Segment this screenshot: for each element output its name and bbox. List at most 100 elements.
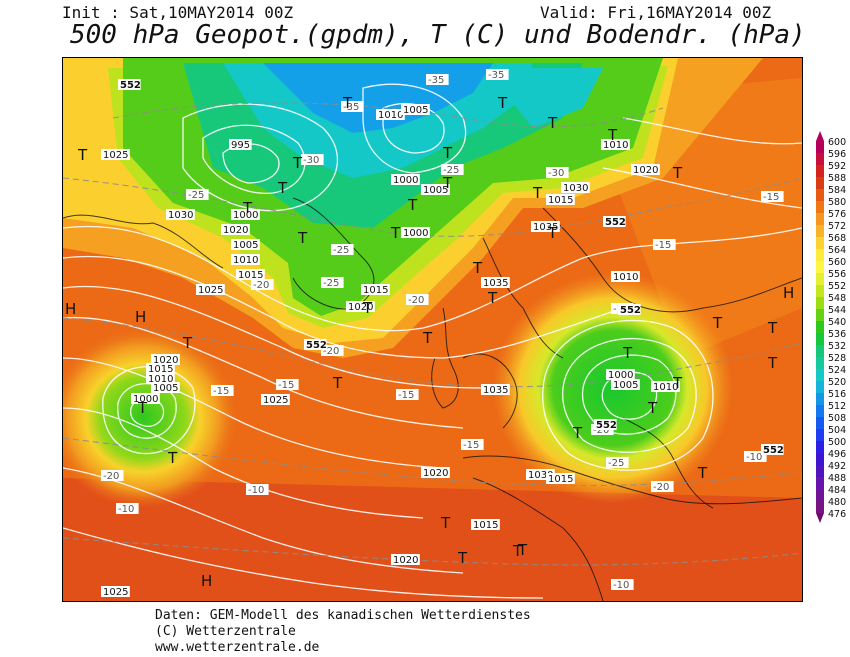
temp-label: -20: [323, 346, 339, 357]
pressure-label-bg: [346, 301, 375, 312]
temp-label: -10: [613, 580, 629, 591]
color-scale-legend: 600 596 592 588 584 580 576 572 568 564 560 556 552 5…: [812, 131, 850, 526]
temp-label: -15: [213, 386, 229, 397]
temp-label: -35: [488, 70, 504, 81]
height-label-bg: [304, 339, 327, 350]
temp-label-bg: [441, 164, 464, 175]
legend-swatch: [816, 309, 824, 321]
pressure-label: 1030: [168, 210, 193, 221]
pressure-label-bg: [101, 149, 130, 160]
high-pressure-symbol: H: [201, 572, 212, 590]
pressure-label: 1010: [653, 382, 678, 393]
legend-swatch: [816, 177, 824, 189]
legend-swatch: [816, 501, 824, 513]
pressure-label-bg: [391, 174, 420, 185]
pressure-label-bg: [166, 209, 195, 220]
low-pressure-symbol: T: [572, 424, 583, 442]
pressure-label: 1030: [563, 183, 588, 194]
height-label-bg: [594, 419, 617, 430]
pressure-label-bg: [146, 363, 175, 374]
temp-label: -15: [463, 440, 479, 451]
low-pressure-symbol: T: [547, 114, 558, 132]
height-label: 552: [605, 217, 626, 228]
temp-label-bg: [321, 345, 344, 356]
height-label: 552: [596, 420, 617, 431]
temp-label-bg: [341, 101, 364, 112]
high-pressure-symbol: H: [783, 284, 794, 302]
pressure-label: 1005: [403, 105, 428, 116]
pressure-label: 1015: [148, 364, 173, 375]
footer-url: www.wetterzentrale.de: [155, 640, 320, 655]
temp-label-bg: [301, 154, 324, 165]
temp-label-bg: [331, 244, 354, 255]
low-pressure-symbol: T: [390, 224, 401, 242]
legend-bottom-arrow: [816, 513, 824, 523]
low-pressure-symbol: T: [407, 196, 418, 214]
temp-label-bg: [611, 579, 634, 590]
height-label-bg: [761, 444, 784, 455]
temp-label-bg: [116, 503, 139, 514]
legend-value: 488: [828, 473, 846, 484]
legend-value: 548: [828, 293, 846, 304]
pressure-label-bg: [131, 393, 160, 404]
low-pressure-symbol: T: [182, 334, 193, 352]
pressure-label-bg: [651, 381, 680, 392]
temp-label: -20: [408, 295, 424, 306]
legend-value: 596: [828, 149, 846, 160]
low-pressure-symbol: T: [517, 541, 528, 559]
pressure-label: 1010: [378, 110, 403, 121]
pressure-label: 1005: [613, 380, 638, 391]
pressure-label: 1015: [548, 195, 573, 206]
low-pressure-symbol: T: [672, 164, 683, 182]
legend-value: 528: [828, 353, 846, 364]
pressure-label-bg: [231, 239, 260, 250]
pressure-label: 1010: [613, 272, 638, 283]
pressure-label-bg: [196, 284, 225, 295]
pressure-label: 1035: [483, 278, 508, 289]
pressure-label: 1020: [153, 355, 178, 366]
legend-value: 572: [828, 221, 846, 232]
pressure-label-bg: [231, 254, 260, 265]
temp-label: -15: [278, 380, 294, 391]
legend-swatch: [816, 201, 824, 213]
temp-label-bg: [251, 279, 274, 290]
pressure-label-bg: [221, 224, 250, 235]
pressure-label-bg: [601, 139, 630, 150]
pressure-label: 1015: [473, 520, 498, 531]
pressure-label-bg: [611, 271, 640, 282]
height-label-bg: [118, 79, 141, 90]
pressure-label-bg: [561, 182, 590, 193]
legend-swatch: [816, 153, 824, 165]
pressure-label-bg: [421, 184, 450, 195]
temp-label-bg: [276, 379, 299, 390]
low-pressure-symbol: T: [607, 126, 618, 144]
pressure-label: 1005: [423, 185, 448, 196]
height-label-group: 552 552 552 552 552 552: [118, 79, 784, 456]
pressure-label: 1000: [233, 210, 258, 221]
legend-top-arrow: [816, 131, 824, 141]
temp-label: -35: [343, 102, 359, 113]
low-pressure-symbol: T: [362, 299, 373, 317]
pressure-label-bg: [481, 384, 510, 395]
height-label-bg: [603, 216, 626, 227]
pressure-label: 1035: [483, 385, 508, 396]
high-pressure-symbol: H: [135, 308, 146, 326]
legend-swatch: [816, 381, 824, 393]
legend-value: 592: [828, 161, 846, 172]
temp-label-bg: [546, 167, 569, 178]
pressure-label: 1025: [263, 395, 288, 406]
legend-value: 560: [828, 257, 846, 268]
temp-label-bg: [211, 385, 234, 396]
legend-value: 520: [828, 377, 846, 388]
pressure-label-bg: [151, 382, 180, 393]
pressure-label: 1030: [528, 470, 553, 481]
temp-label: -10: [746, 452, 762, 463]
temp-label: -20: [253, 280, 269, 291]
legend-value: 504: [828, 425, 846, 436]
pressure-label: 1000: [393, 175, 418, 186]
low-pressure-symbol: T: [77, 146, 88, 164]
valid-time: Valid: Fri,16MAY2014 00Z: [540, 3, 772, 22]
pressure-label-bg: [101, 586, 130, 597]
legend-value: 588: [828, 173, 846, 184]
